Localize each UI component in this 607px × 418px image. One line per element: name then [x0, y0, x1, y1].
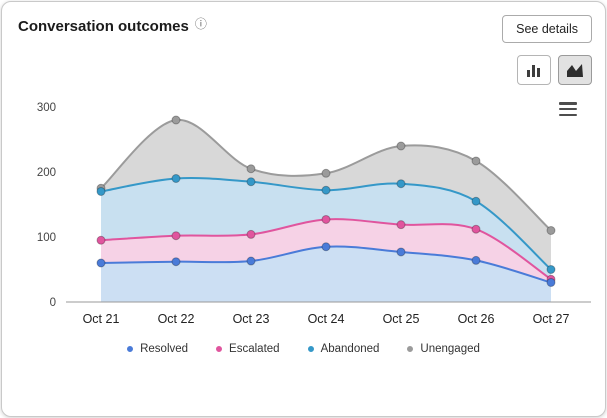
legend-marker-icon — [407, 346, 414, 352]
x-axis-label: Oct 27 — [533, 312, 570, 326]
marker-escalated[interactable] — [396, 220, 406, 230]
marker-abandoned[interactable] — [171, 174, 181, 183]
area-resolved — [101, 246, 551, 302]
marker-unengaged[interactable] — [396, 141, 406, 151]
legend-item-escalated[interactable]: Escalated — [216, 343, 280, 355]
x-axis-label: Oct 22 — [158, 312, 195, 326]
x-axis-label: Oct 26 — [458, 312, 495, 326]
legend-item-unengaged[interactable]: Unengaged — [407, 343, 480, 355]
legend-item-abandoned[interactable]: Abandoned — [307, 343, 380, 355]
column-chart-button[interactable] — [517, 55, 551, 85]
legend-marker-icon — [127, 346, 134, 352]
legend-item-resolved[interactable]: Resolved — [127, 343, 188, 355]
marker-escalated[interactable] — [321, 214, 331, 224]
marker-resolved[interactable] — [471, 255, 481, 265]
legend: Resolved Escalated Abandoned Unengaged — [2, 343, 605, 355]
context-menu-button[interactable] — [559, 101, 579, 117]
legend-label: Escalated — [229, 343, 280, 355]
marker-resolved[interactable] — [246, 256, 256, 266]
y-axis-label: 0 — [50, 297, 56, 309]
marker-escalated[interactable] — [471, 224, 481, 234]
marker-abandoned[interactable] — [246, 177, 256, 187]
marker-unengaged[interactable] — [546, 226, 556, 235]
marker-abandoned[interactable] — [546, 265, 556, 274]
marker-resolved[interactable] — [321, 242, 331, 252]
legend-marker-icon — [307, 346, 314, 352]
info-icon[interactable]: ⓘ — [194, 16, 207, 31]
y-axis-label: 200 — [37, 167, 56, 179]
marker-unengaged[interactable] — [321, 168, 331, 178]
marker-unengaged[interactable] — [471, 156, 481, 166]
chart-type-toggle — [2, 43, 605, 85]
hamburger-icon — [559, 102, 577, 105]
see-details-button[interactable]: See details — [502, 15, 592, 43]
title-wrap: Conversation outcomes ⓘ — [18, 15, 207, 36]
marker-resolved[interactable] — [396, 247, 406, 257]
y-axis-label: 100 — [37, 232, 56, 244]
marker-resolved[interactable] — [171, 257, 181, 267]
area-chart-button[interactable] — [558, 55, 592, 85]
page-title: Conversation outcomes — [18, 18, 189, 35]
legend-marker-icon — [216, 346, 223, 352]
x-axis-label: Oct 23 — [233, 312, 270, 326]
legend-label: Abandoned — [320, 343, 380, 355]
x-axis-label: Oct 25 — [383, 312, 420, 326]
y-axis-label: 300 — [37, 102, 56, 114]
marker-abandoned[interactable] — [396, 179, 406, 189]
marker-unengaged[interactable] — [171, 115, 181, 125]
marker-abandoned[interactable] — [321, 185, 331, 195]
marker-abandoned[interactable] — [471, 196, 481, 206]
x-axis-label: Oct 24 — [308, 312, 345, 326]
marker-resolved[interactable] — [96, 258, 106, 268]
marker-escalated[interactable] — [96, 235, 106, 245]
column-chart-icon — [527, 65, 540, 77]
area-chart-icon — [567, 64, 583, 77]
marker-escalated[interactable] — [171, 231, 181, 241]
marker-resolved[interactable] — [546, 278, 556, 287]
card-header: Conversation outcomes ⓘ See details — [2, 2, 605, 43]
marker-unengaged[interactable] — [246, 164, 256, 174]
legend-label: Resolved — [140, 343, 189, 355]
chart-area: 0 100 200 300 Oct 21 Oct 22 Oct 23 Oct 24 Oct 25… — [2, 87, 605, 339]
marker-escalated[interactable] — [246, 229, 256, 239]
marker-abandoned[interactable] — [96, 187, 106, 196]
legend-label: Unengaged — [420, 343, 480, 355]
chart-canvas: 0 100 200 300 Oct 21 Oct 22 Oct 23 Oct 24 Oct 25… — [37, 102, 591, 326]
x-axis-label: Oct 21 — [83, 312, 120, 326]
